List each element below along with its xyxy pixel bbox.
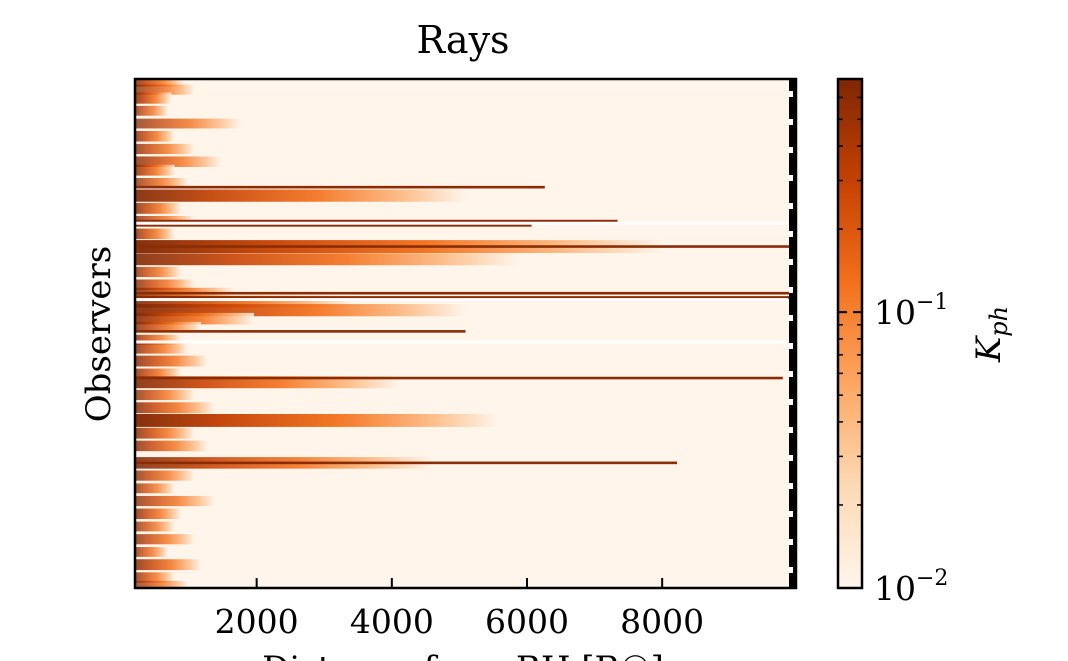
colorbar-gradient (838, 79, 862, 588)
ray-48 (135, 279, 195, 290)
ray-21 (135, 164, 175, 176)
thin-ray-90 (135, 461, 678, 465)
thin-ray-25 (135, 185, 545, 189)
thin-ray-33 (135, 219, 618, 223)
ray-69 (135, 368, 182, 380)
thin-ray-70 (135, 376, 783, 380)
ray-2 (135, 84, 195, 95)
ray-56 (135, 312, 254, 325)
colorbar-tick-label: 10−2 (874, 566, 948, 608)
colorbar-tick-exponent: −1 (916, 290, 948, 315)
ray-111 (135, 547, 169, 557)
ray-4 (135, 92, 172, 104)
ray-36 (135, 228, 175, 240)
ray-0 (135, 79, 185, 87)
colorbar-frame (836, 77, 864, 590)
colorbar-tick-label: 10−1 (874, 290, 948, 332)
ray-10 (135, 118, 241, 129)
x-tick-label: 8000 (620, 602, 704, 641)
edge-mark (789, 343, 793, 349)
ray-83 (135, 427, 195, 439)
y-axis-label: Observers (79, 246, 119, 423)
gap-line-34 (135, 221, 788, 225)
edge-mark (789, 427, 793, 433)
edge-mark (789, 287, 793, 293)
x-axis-label: Distance from BH [R☉] (262, 649, 664, 661)
ray-66 (135, 355, 208, 367)
ray-77 (135, 402, 215, 414)
ray-108 (135, 534, 195, 545)
ray-13 (135, 131, 175, 142)
colorbar-label-base: K (969, 334, 1009, 363)
plot-frame (133, 77, 798, 590)
ray-114 (135, 559, 202, 571)
edge-mark (789, 567, 793, 573)
ray-96 (135, 483, 175, 494)
x-tick-label: 4000 (350, 602, 434, 641)
colorbar-tick-base: 10 (874, 569, 916, 608)
thin-ray-51 (135, 296, 790, 299)
colorbar: 10−210−1 Kph (836, 77, 1013, 608)
right-edge-strip (789, 79, 796, 588)
ray-58 (135, 321, 202, 333)
edge-mark (789, 119, 793, 125)
colorbar-label-subscript: ph (985, 306, 1013, 337)
ray-42 (135, 253, 519, 266)
edge-mark (789, 147, 793, 153)
edge-mark (789, 399, 793, 405)
colorbar-tick-exponent: −2 (916, 566, 948, 591)
x-tick-label: 6000 (485, 602, 569, 641)
plot-area (133, 77, 798, 601)
edge-mark (789, 539, 793, 545)
ray-27 (135, 189, 466, 202)
gap-line-52 (135, 298, 788, 302)
edge-mark (789, 175, 793, 181)
ray-61 (135, 334, 182, 345)
ray-7 (135, 105, 169, 116)
edge-mark (789, 455, 793, 461)
thin-ray-34 (135, 224, 532, 227)
edge-mark (789, 483, 793, 489)
ray-102 (135, 508, 182, 520)
x-axis: 2000 4000 6000 8000 (215, 578, 704, 641)
ray-86 (135, 440, 208, 452)
thin-ray-59 (135, 330, 466, 333)
ray-80 (135, 414, 499, 427)
edge-mark (789, 595, 793, 601)
edge-mark (789, 371, 793, 377)
ray-52 (135, 295, 354, 308)
chart-title: Rays (416, 18, 509, 62)
ray-119 (135, 580, 188, 588)
colorbar-label: Kph (969, 306, 1013, 363)
x-tick-label: 2000 (215, 602, 299, 641)
ray-71 (135, 376, 400, 389)
edge-marks (789, 91, 793, 601)
edge-mark (789, 511, 793, 517)
edge-mark (789, 315, 793, 321)
edge-mark (789, 91, 793, 97)
gap-layer (135, 221, 788, 344)
ray-93 (135, 470, 195, 481)
ray-24 (135, 178, 188, 188)
ray-117 (135, 572, 175, 583)
ray-45 (135, 266, 182, 278)
ray-63 (135, 343, 188, 354)
thin-rays-layer (135, 185, 793, 465)
ray-30 (135, 202, 182, 214)
thin-ray-39 (135, 245, 793, 248)
edge-mark (789, 231, 793, 237)
ray-105 (135, 521, 175, 532)
edge-mark (789, 259, 793, 265)
ray-19 (135, 156, 221, 167)
ray-74 (135, 389, 195, 401)
gap-line-62 (135, 340, 788, 344)
colorbar-tick-base: 10 (874, 293, 916, 332)
ray-16 (135, 143, 195, 155)
edge-mark (789, 203, 793, 209)
plot-background (135, 79, 796, 588)
ray-99 (135, 495, 215, 507)
thin-ray-50 (135, 291, 790, 295)
